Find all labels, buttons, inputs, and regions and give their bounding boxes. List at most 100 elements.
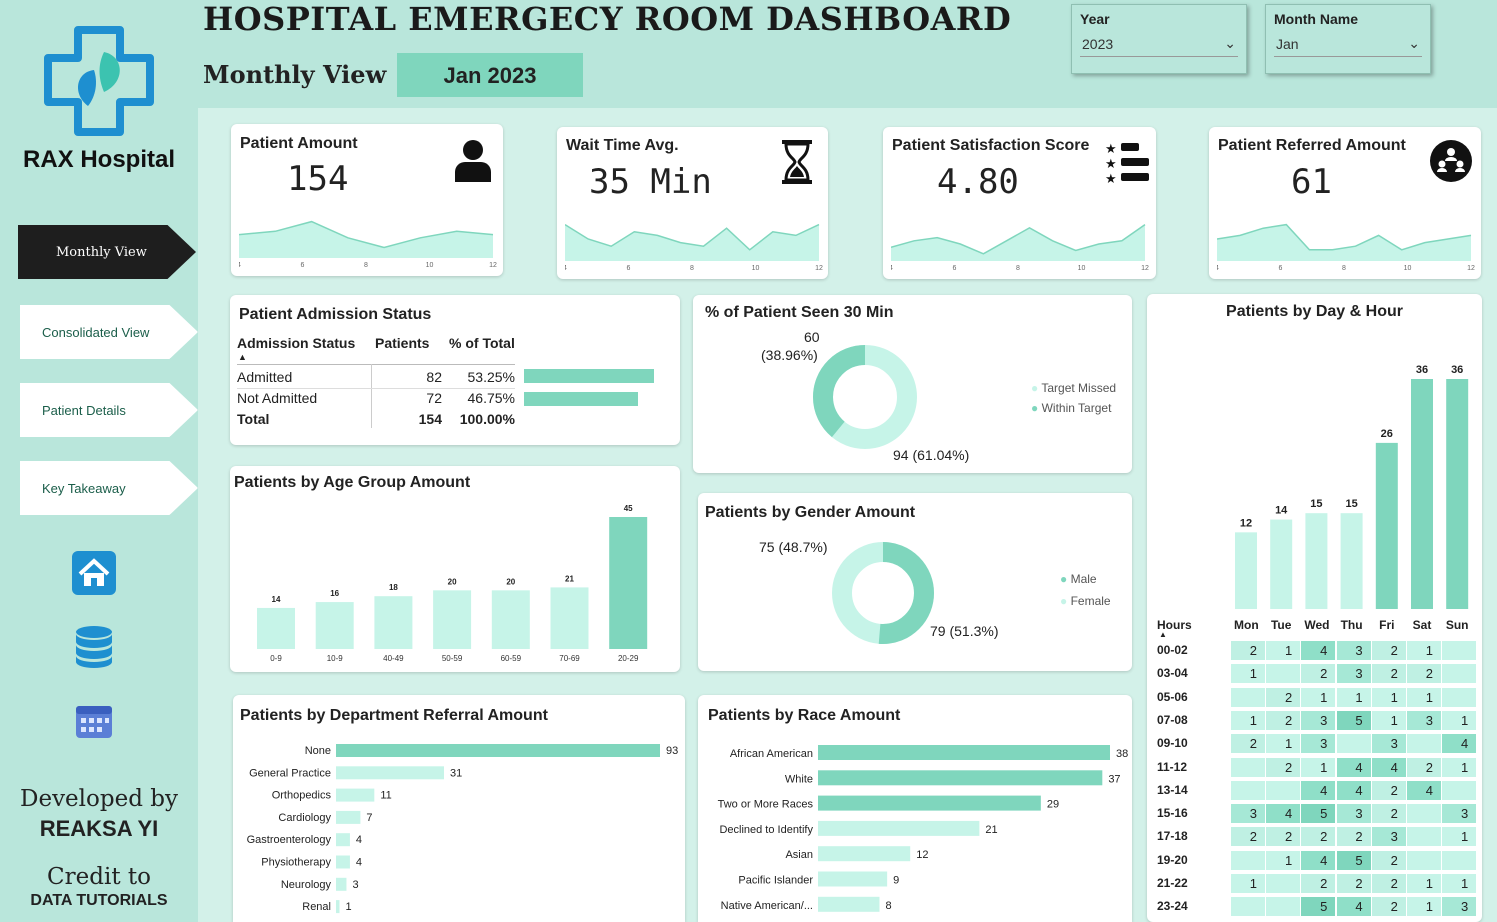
gender-donut[interactable] — [828, 538, 938, 648]
nav-key-takeaway[interactable]: Key Takeaway — [20, 461, 198, 515]
heatmap-cell[interactable]: 2 — [1371, 804, 1406, 824]
heatmap-cell[interactable]: 1 — [1231, 664, 1265, 684]
database-icon[interactable] — [72, 624, 116, 668]
seen-30-donut[interactable] — [805, 337, 925, 457]
bar[interactable] — [257, 607, 295, 649]
heatmap-cell[interactable]: 1 — [1231, 874, 1265, 893]
bar[interactable] — [609, 517, 648, 649]
heatmap-cell[interactable]: 3 — [1407, 710, 1441, 730]
day-bar-chart[interactable]: 12 14 15 15 26 36 36 — [1147, 324, 1482, 614]
bar[interactable] — [818, 770, 1103, 786]
heatmap-cell[interactable]: 1 — [1301, 757, 1336, 777]
heatmap-cell[interactable]: 3 — [1336, 641, 1371, 660]
heatmap-cell[interactable]: 1 — [1371, 710, 1406, 730]
bar[interactable] — [433, 590, 472, 649]
heatmap-cell[interactable]: 3 — [1231, 804, 1265, 824]
heatmap-cell[interactable]: 1 — [1442, 757, 1477, 777]
month-filter[interactable]: Month Name Jan ⌄ — [1265, 4, 1431, 74]
heatmap-cell[interactable]: 2 — [1231, 827, 1265, 847]
bar[interactable] — [818, 871, 888, 887]
heatmap-cell[interactable]: 1 — [1336, 687, 1371, 707]
heatmap-cell[interactable]: 2 — [1336, 874, 1371, 893]
race-bar-chart[interactable]: African American 38 White 37 Two or More Rac… — [698, 739, 1132, 922]
heatmap-cell[interactable] — [1407, 734, 1441, 754]
heatmap-cell[interactable]: 3 — [1371, 734, 1406, 754]
heatmap-cell[interactable]: 1 — [1266, 850, 1301, 870]
heatmap-cell[interactable] — [1407, 850, 1441, 870]
bar[interactable] — [550, 587, 589, 649]
heatmap-cell[interactable]: 2 — [1371, 850, 1406, 870]
heatmap-cell[interactable]: 1 — [1266, 734, 1301, 754]
heatmap-cell[interactable]: 4 — [1266, 804, 1301, 824]
bar[interactable] — [818, 896, 880, 912]
heatmap-cell[interactable]: 2 — [1231, 734, 1265, 754]
bar[interactable] — [1375, 442, 1398, 609]
heatmap-cell[interactable]: 3 — [1301, 734, 1336, 754]
heatmap-cell[interactable] — [1407, 827, 1441, 847]
heatmap-cell[interactable]: 2 — [1371, 664, 1406, 684]
bar[interactable] — [336, 810, 361, 824]
heatmap-cell[interactable] — [1336, 734, 1371, 754]
bar[interactable] — [1270, 519, 1293, 609]
heatmap-cell[interactable] — [1442, 687, 1477, 707]
heatmap-cell[interactable]: 2 — [1301, 664, 1336, 684]
heatmap-cell[interactable] — [1231, 757, 1265, 777]
heatmap-cell[interactable] — [1442, 850, 1477, 870]
heatmap-cell[interactable]: 2 — [1371, 897, 1406, 917]
legend-item[interactable]: ● Target Missed — [1031, 381, 1117, 395]
nav-patient-details[interactable]: Patient Details — [20, 383, 198, 437]
sort-asc-icon[interactable]: ▲ — [1159, 630, 1167, 639]
bar[interactable] — [1305, 513, 1328, 609]
heatmap-cell[interactable] — [1266, 874, 1301, 893]
bar[interactable] — [336, 877, 347, 891]
bar[interactable] — [491, 590, 530, 649]
heatmap-cell[interactable] — [1442, 664, 1477, 684]
donut-slice-male[interactable] — [832, 542, 934, 644]
age-bar-chart[interactable]: 14 0-9 16 10-9 18 40-49 20 50-59 20 60-59 21 70-69 4… — [230, 496, 680, 668]
heatmap-cell[interactable]: 1 — [1407, 641, 1441, 660]
heatmap-cell[interactable] — [1231, 687, 1265, 707]
heatmap-cell[interactable]: 1 — [1442, 710, 1477, 730]
hours-header[interactable]: Hours — [1157, 618, 1192, 632]
heatmap-cell[interactable]: 1 — [1407, 897, 1441, 917]
nav-monthly-view[interactable]: Monthly View — [18, 225, 196, 279]
heatmap-cell[interactable]: 2 — [1301, 874, 1336, 893]
chevron-down-icon[interactable]: ⌄ — [1224, 35, 1236, 51]
heatmap-cell[interactable]: 2 — [1371, 780, 1406, 800]
bar[interactable] — [818, 820, 980, 836]
heatmap-cell[interactable]: 4 — [1301, 780, 1336, 800]
bar[interactable] — [1411, 379, 1433, 609]
heatmap-cell[interactable]: 4 — [1301, 641, 1336, 660]
chevron-down-icon[interactable]: ⌄ — [1408, 35, 1420, 51]
heatmap-cell[interactable]: 1 — [1371, 687, 1406, 707]
bar[interactable] — [818, 846, 911, 862]
bar[interactable] — [315, 602, 354, 649]
bar[interactable] — [336, 900, 340, 914]
heatmap-cell[interactable]: 4 — [1301, 850, 1336, 870]
nav-consolidated-view[interactable]: Consolidated View — [20, 305, 198, 359]
heatmap-cell[interactable]: 2 — [1407, 757, 1441, 777]
heatmap-cell[interactable]: 5 — [1336, 710, 1371, 730]
heatmap-cell[interactable] — [1231, 780, 1265, 800]
heatmap-cell[interactable]: 2 — [1336, 827, 1371, 847]
heatmap-cell[interactable]: 5 — [1301, 897, 1336, 917]
heatmap-cell[interactable]: 1 — [1407, 874, 1441, 893]
admission-header-status[interactable]: Admission Status — [237, 335, 356, 351]
heatmap-cell[interactable]: 2 — [1407, 664, 1441, 684]
bar[interactable] — [336, 855, 350, 869]
bar[interactable] — [1235, 532, 1257, 609]
calendar-icon[interactable] — [72, 700, 116, 744]
heatmap-cell[interactable]: 2 — [1371, 641, 1406, 660]
legend-item[interactable]: ● Female — [1060, 594, 1111, 608]
bar[interactable] — [818, 795, 1041, 811]
heatmap-cell[interactable]: 3 — [1442, 804, 1477, 824]
legend-item[interactable]: ● Male — [1060, 572, 1097, 586]
heatmap-cell[interactable]: 3 — [1442, 897, 1477, 917]
heatmap-cell[interactable]: 4 — [1442, 734, 1477, 754]
heatmap-cell[interactable]: 2 — [1371, 874, 1406, 893]
heatmap-cell[interactable]: 2 — [1231, 641, 1265, 660]
heatmap-cell[interactable]: 1 — [1407, 687, 1441, 707]
admission-header-pct[interactable]: % of Total — [449, 335, 515, 351]
heatmap-cell[interactable] — [1266, 664, 1301, 684]
heatmap-cell[interactable]: 2 — [1266, 827, 1301, 847]
